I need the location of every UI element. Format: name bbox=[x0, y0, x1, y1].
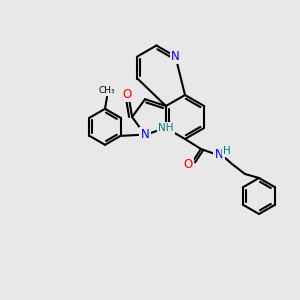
Text: O: O bbox=[122, 88, 132, 100]
Text: N: N bbox=[171, 50, 180, 63]
Text: N: N bbox=[141, 128, 149, 141]
Text: H: H bbox=[223, 146, 231, 156]
Text: N: N bbox=[214, 148, 224, 160]
Text: O: O bbox=[183, 158, 193, 170]
Text: NH: NH bbox=[158, 123, 174, 133]
Text: CH₃: CH₃ bbox=[99, 86, 115, 95]
